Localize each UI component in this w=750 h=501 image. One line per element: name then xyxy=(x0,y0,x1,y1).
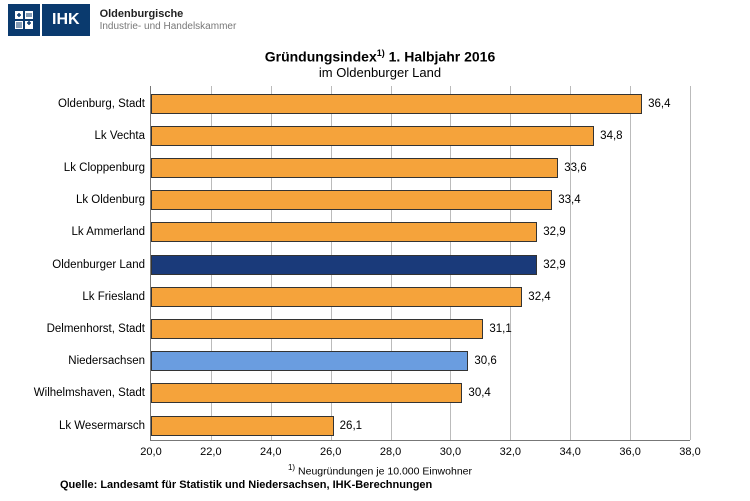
bar-value-label: 32,9 xyxy=(543,259,565,271)
bar xyxy=(151,351,468,371)
bar-row: Lk Cloppenburg33,6 xyxy=(151,158,558,178)
source-text: Quelle: Landesamt für Statistik und Nied… xyxy=(60,479,730,491)
ihk-label: IHK xyxy=(42,4,90,36)
bar-value-label: 26,1 xyxy=(340,420,362,432)
logo-block: IHK xyxy=(8,4,90,36)
bar-category-label: Lk Ammerland xyxy=(31,226,151,238)
bar-category-label: Delmenhorst, Stadt xyxy=(31,323,151,335)
bar-row: Delmenhorst, Stadt31,1 xyxy=(151,319,483,339)
org-line1: Oldenburgische xyxy=(100,8,237,20)
bar-value-label: 32,4 xyxy=(528,291,550,303)
bar-category-label: Niedersachsen xyxy=(31,355,151,367)
bar xyxy=(151,319,483,339)
bar xyxy=(151,222,537,242)
bar-value-label: 34,8 xyxy=(600,130,622,142)
bar-category-label: Lk Wesermarsch xyxy=(31,420,151,432)
bar-row: Lk Friesland32,4 xyxy=(151,287,522,307)
bar-row: Lk Wesermarsch26,1 xyxy=(151,416,334,436)
bar-category-label: Lk Cloppenburg xyxy=(31,162,151,174)
chart: Gründungsindex1) 1. Halbjahr 2016 im Old… xyxy=(30,48,730,491)
x-tick: 24,0 xyxy=(260,446,281,458)
bar xyxy=(151,158,558,178)
org-name: Oldenburgische Industrie- und Handelskam… xyxy=(100,8,237,31)
bar-category-label: Oldenburg, Stadt xyxy=(31,98,151,110)
header: IHK Oldenburgische Industrie- und Handel… xyxy=(0,0,750,40)
bar-value-label: 31,1 xyxy=(489,323,511,335)
x-tick: 34,0 xyxy=(560,446,581,458)
x-tick: 28,0 xyxy=(380,446,401,458)
crest-icon xyxy=(8,4,40,36)
bar-value-label: 33,4 xyxy=(558,194,580,206)
x-tick: 22,0 xyxy=(200,446,221,458)
x-tick: 30,0 xyxy=(440,446,461,458)
bar xyxy=(151,190,552,210)
bar-value-label: 33,6 xyxy=(564,162,586,174)
bar xyxy=(151,255,537,275)
bar xyxy=(151,416,334,436)
org-line2: Industrie- und Handelskammer xyxy=(100,21,237,32)
bar xyxy=(151,94,642,114)
grid-line xyxy=(690,86,691,440)
x-tick: 20,0 xyxy=(140,446,161,458)
bar-value-label: 30,6 xyxy=(474,355,496,367)
bar-value-label: 30,4 xyxy=(468,387,490,399)
bar-category-label: Lk Oldenburg xyxy=(31,194,151,206)
bar-category-label: Lk Friesland xyxy=(31,291,151,303)
bar xyxy=(151,126,594,146)
bar-category-label: Wilhelmshaven, Stadt xyxy=(31,387,151,399)
x-tick: 32,0 xyxy=(500,446,521,458)
bar-row: Lk Vechta34,8 xyxy=(151,126,594,146)
bar-value-label: 36,4 xyxy=(648,98,670,110)
x-tick: 26,0 xyxy=(320,446,341,458)
bar xyxy=(151,383,462,403)
grid-line xyxy=(630,86,631,440)
bar-row: Niedersachsen30,6 xyxy=(151,351,468,371)
chart-title: Gründungsindex1) 1. Halbjahr 2016 xyxy=(30,48,730,65)
plot-area: 20,022,024,026,028,030,032,034,036,038,0… xyxy=(150,86,690,441)
bar-category-label: Lk Vechta xyxy=(31,130,151,142)
x-tick: 38,0 xyxy=(679,446,700,458)
bar-row: Lk Oldenburg33,4 xyxy=(151,190,552,210)
chart-subtitle: im Oldenburger Land xyxy=(30,65,730,80)
bar-row: Wilhelmshaven, Stadt30,4 xyxy=(151,383,462,403)
footnote: 1) Neugründungen je 10.000 Einwohner xyxy=(30,463,730,478)
title-sup: 1) xyxy=(377,48,385,58)
bar-category-label: Oldenburger Land xyxy=(31,259,151,271)
bar-row: Oldenburg, Stadt36,4 xyxy=(151,94,642,114)
bar-row: Lk Ammerland32,9 xyxy=(151,222,537,242)
bar xyxy=(151,287,522,307)
x-tick: 36,0 xyxy=(619,446,640,458)
title-prefix: Gründungsindex xyxy=(265,49,377,65)
bar-value-label: 32,9 xyxy=(543,226,565,238)
bar-row: Oldenburger Land32,9 xyxy=(151,255,537,275)
title-suffix: 1. Halbjahr 2016 xyxy=(385,49,496,65)
footnote-text: Neugründungen je 10.000 Einwohner xyxy=(295,465,472,477)
